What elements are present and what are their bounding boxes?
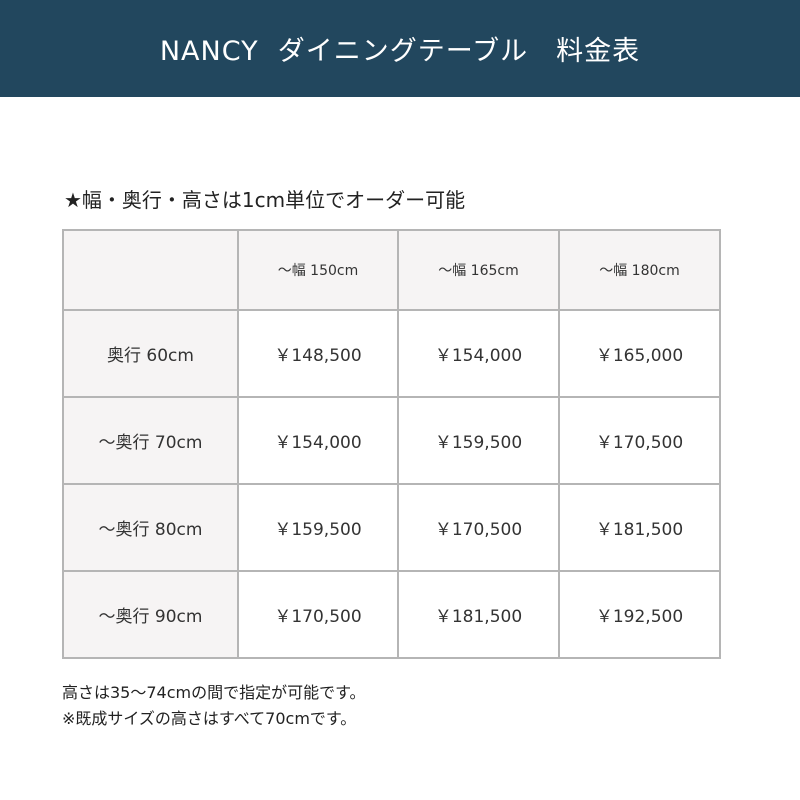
- row-header: ～奥行 80cm: [62, 483, 239, 572]
- row-header: ～奥行 70cm: [62, 396, 239, 485]
- price-cell: ￥159,500: [397, 396, 560, 485]
- standard-height-note: ※既成サイズの高さはすべて70cmです。: [62, 709, 357, 728]
- column-header: ～幅 180cm: [558, 229, 721, 311]
- row-header: 奥行 60cm: [62, 309, 239, 398]
- price-cell: ￥148,500: [237, 309, 399, 398]
- price-cell: ￥165,000: [558, 309, 721, 398]
- header-corner: [62, 229, 239, 311]
- table-row: ～奥行 90cm ￥170,500 ￥181,500 ￥192,500: [62, 570, 721, 659]
- price-cell: ￥170,500: [237, 570, 399, 659]
- column-header: ～幅 165cm: [397, 229, 560, 311]
- price-cell: ￥154,000: [397, 309, 560, 398]
- table-row: ～奥行 70cm ￥154,000 ￥159,500 ￥170,500: [62, 396, 721, 485]
- table-row: ～奥行 80cm ￥159,500 ￥170,500 ￥181,500: [62, 483, 721, 572]
- table-row: 奥行 60cm ￥148,500 ￥154,000 ￥165,000: [62, 309, 721, 398]
- column-header: ～幅 150cm: [237, 229, 399, 311]
- price-cell: ￥159,500: [237, 483, 399, 572]
- order-note: ★幅・奥行・高さは1cm単位でオーダー可能: [64, 188, 466, 212]
- page-title: NANCY ダイニングテーブル 料金表: [0, 0, 800, 97]
- footer-notes: 高さは35～74cmの間で指定が可能です。 ※既成サイズの高さはすべて70cmで…: [62, 680, 366, 732]
- price-cell: ￥192,500: [558, 570, 721, 659]
- row-header: ～奥行 90cm: [62, 570, 239, 659]
- price-cell: ￥170,500: [558, 396, 721, 485]
- price-cell: ￥170,500: [397, 483, 560, 572]
- price-cell: ￥181,500: [558, 483, 721, 572]
- price-table: ～幅 150cm ～幅 165cm ～幅 180cm 奥行 60cm ￥148,…: [62, 229, 721, 659]
- height-note: 高さは35～74cmの間で指定が可能です。: [62, 683, 366, 702]
- table-header-row: ～幅 150cm ～幅 165cm ～幅 180cm: [62, 229, 721, 311]
- price-cell: ￥181,500: [397, 570, 560, 659]
- price-cell: ￥154,000: [237, 396, 399, 485]
